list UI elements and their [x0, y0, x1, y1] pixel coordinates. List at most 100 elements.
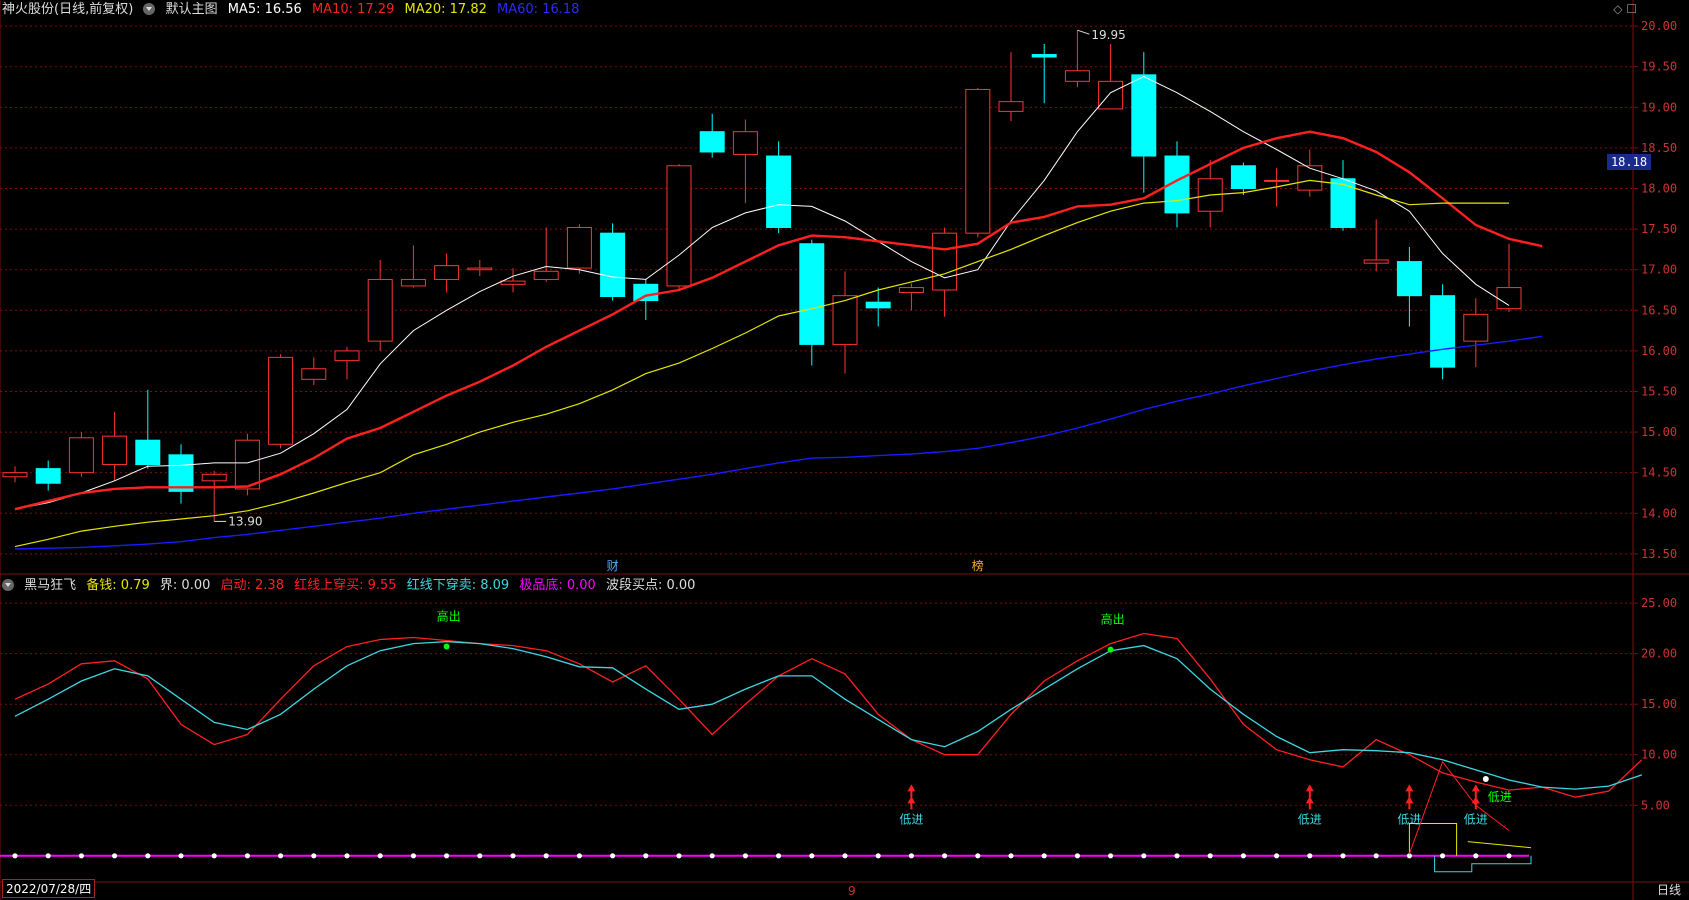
osc-tick-label: 10.00 — [1641, 748, 1677, 762]
yellow-tail — [1467, 841, 1532, 849]
price-tick-label: 17.00 — [1641, 263, 1677, 277]
ma10-line — [14, 130, 1543, 511]
cursor-date: 2022/07/28/四 — [2, 879, 96, 898]
arrow-head — [1471, 784, 1480, 798]
candle-body — [766, 155, 792, 228]
high-pointer — [1077, 29, 1090, 35]
baseline-dot — [576, 853, 583, 859]
candle-body — [400, 278, 426, 287]
baseline-dot — [311, 853, 317, 859]
candle — [1363, 219, 1389, 272]
baseline-dot — [908, 853, 915, 859]
period-tab[interactable]: 日线 — [1656, 883, 1681, 897]
candle — [666, 164, 692, 290]
candle — [1297, 149, 1323, 197]
osc-tick-label: 15.00 — [1641, 697, 1677, 711]
baseline-dot — [543, 853, 549, 859]
candle-body — [932, 232, 958, 291]
month-marker: 9 — [848, 884, 856, 898]
candle-body — [1131, 74, 1157, 157]
candle-body — [168, 454, 194, 492]
di-jin-label: 低进 — [1397, 812, 1421, 826]
ma60-line — [14, 335, 1543, 550]
candle — [766, 141, 792, 234]
price-tick-label: 16.50 — [1641, 303, 1677, 317]
cyan-step — [1434, 855, 1532, 873]
candle-body — [1363, 259, 1389, 264]
baseline-dot — [942, 853, 948, 859]
baseline-dot — [1340, 853, 1346, 859]
baseline-dot — [1141, 853, 1147, 859]
candle — [334, 346, 360, 380]
dropdown-icon[interactable] — [2, 579, 14, 591]
candle — [1131, 52, 1157, 193]
candle — [434, 253, 460, 293]
baseline-dot — [1373, 853, 1379, 859]
osc-tick-label: 20.00 — [1641, 647, 1677, 661]
di-jin-label: 低进 — [1464, 812, 1488, 826]
white-signal-dot — [1482, 775, 1489, 782]
candle-body — [135, 439, 161, 466]
arrow-head — [1305, 784, 1314, 798]
baseline-dot — [1041, 853, 1047, 859]
candle — [1463, 298, 1489, 368]
sell-signal-dot — [443, 643, 450, 650]
baseline-dot — [1506, 853, 1512, 859]
candle — [699, 113, 725, 158]
price-tick-label: 19.00 — [1641, 100, 1677, 114]
candle-body — [1031, 54, 1057, 58]
baseline-dot — [477, 853, 483, 859]
candle-body — [965, 88, 991, 234]
arrow-head — [1405, 796, 1414, 810]
osc-cyan-line — [14, 640, 1643, 790]
price-tick-label: 15.50 — [1641, 384, 1677, 398]
candle-body — [1463, 313, 1489, 342]
baseline-dot — [1440, 853, 1446, 859]
candle-body — [68, 437, 94, 474]
baseline-dot — [211, 853, 217, 859]
arrow-head — [907, 796, 916, 810]
candle — [268, 354, 294, 449]
baseline-dot — [1174, 853, 1180, 859]
candle-body — [234, 439, 260, 490]
candle — [168, 444, 194, 504]
candle-body — [898, 287, 924, 293]
candle-body — [998, 101, 1024, 112]
candle — [400, 245, 426, 288]
arrow-head — [1305, 796, 1314, 810]
window-controls[interactable]: ◇ ☐ — [1613, 2, 1637, 16]
di-jin-label: 低进 — [899, 812, 923, 826]
price-tick-label: 16.00 — [1641, 344, 1677, 358]
di-jin-arrow — [1471, 784, 1480, 810]
candle-body — [268, 356, 294, 445]
price-tick-label: 15.00 — [1641, 425, 1677, 439]
baseline-dot — [975, 853, 981, 859]
indicator-name[interactable]: 黑马狂飞 — [24, 578, 77, 593]
main-chart-label[interactable]: 默认主图 — [165, 2, 218, 17]
candle-body — [1496, 287, 1522, 310]
candle-body — [500, 280, 526, 285]
di-jin-label: 低进 — [1298, 812, 1322, 826]
indicator-jie: 界: 0.00 — [159, 578, 211, 593]
candle-body — [533, 270, 559, 280]
candle — [1230, 162, 1256, 196]
stock-title: 神火股份(日线,前复权) — [2, 2, 134, 17]
baseline-dot — [12, 853, 18, 859]
candle — [68, 432, 94, 477]
candle — [965, 87, 991, 238]
dropdown-icon[interactable] — [143, 3, 156, 15]
indicator-jipindi: 极品底: 0.00 — [519, 578, 596, 593]
baseline-dot — [1207, 853, 1213, 859]
baseline-dot — [776, 853, 782, 859]
indicator-hong-xia: 红线下穿卖: 8.09 — [406, 578, 510, 593]
sell-signal-dot — [1107, 646, 1114, 653]
baseline-dot — [1473, 853, 1479, 859]
candle — [1031, 43, 1057, 104]
candle-body — [35, 468, 61, 484]
price-tick-label: 13.50 — [1641, 547, 1677, 561]
candle-body — [467, 267, 493, 271]
baseline-dot — [510, 853, 516, 859]
di-jin-arrow — [907, 784, 916, 810]
candle — [1064, 30, 1090, 88]
